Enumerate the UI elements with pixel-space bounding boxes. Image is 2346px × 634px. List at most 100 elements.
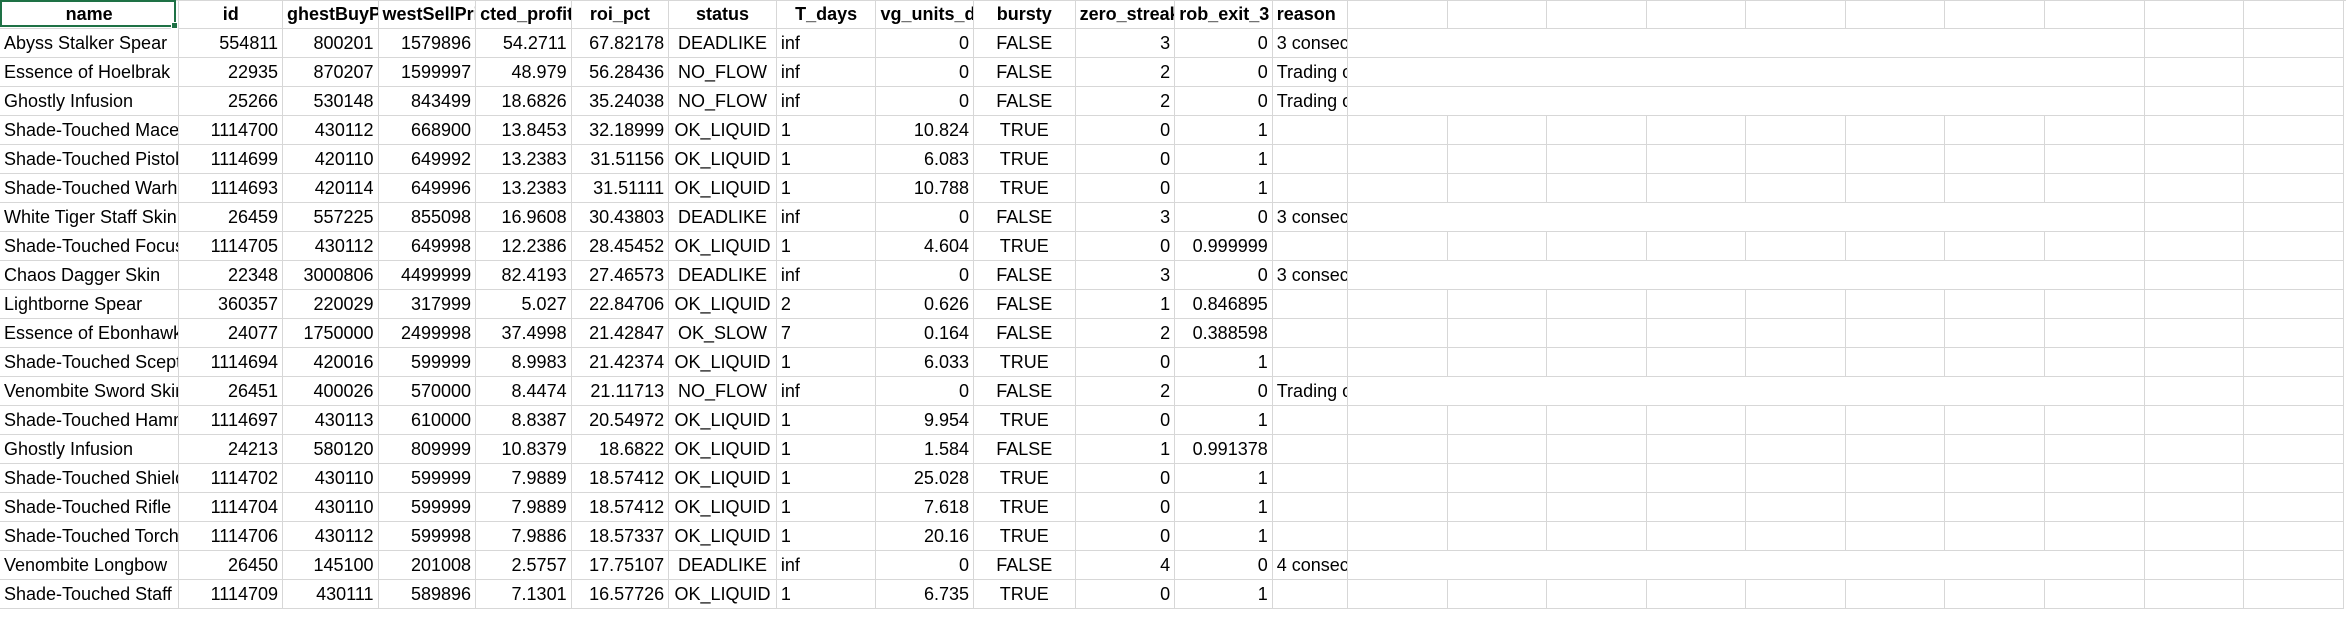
cell-prob-exit-3d[interactable]: 0: [1174, 202, 1273, 232]
empty-cell[interactable]: [2243, 579, 2344, 609]
empty-cell[interactable]: [2144, 434, 2245, 464]
cell-lowestsellprice[interactable]: 1579896: [378, 28, 477, 58]
cell-reason[interactable]: 3 consecutive zero-unit days in last 7: [1272, 28, 1348, 58]
empty-cell[interactable]: [1845, 347, 1946, 377]
cell-name[interactable]: Shade-Touched Focus: [0, 231, 180, 261]
column-header-t-days[interactable]: T_days: [776, 0, 877, 29]
empty-cell[interactable]: [1546, 347, 1647, 377]
empty-cell[interactable]: [1745, 260, 1846, 290]
cell-prob-exit-3d[interactable]: 0: [1174, 376, 1273, 406]
cell-zero-streak[interactable]: 0: [1075, 144, 1176, 174]
empty-cell[interactable]: [2144, 492, 2245, 522]
cell-reason[interactable]: 4 consecutive zero-unit days in last 7: [1272, 550, 1348, 580]
cell-bursty[interactable]: TRUE: [973, 173, 1076, 203]
empty-cell[interactable]: [1447, 376, 1547, 406]
cell-bursty[interactable]: FALSE: [973, 28, 1076, 58]
cell-status[interactable]: OK_LIQUID: [668, 347, 777, 377]
cell-prob-exit-3d[interactable]: 1: [1174, 405, 1273, 435]
cell-zero-streak[interactable]: 0: [1075, 231, 1176, 261]
empty-cell[interactable]: [2144, 115, 2245, 145]
empty-cell[interactable]: [1646, 579, 1747, 609]
cell-roi-pct[interactable]: 56.28436: [571, 57, 670, 87]
empty-cell[interactable]: [1944, 347, 2045, 377]
empty-cell[interactable]: [1646, 202, 1746, 232]
cell-roi-pct[interactable]: 22.84706: [571, 289, 670, 319]
empty-column-header[interactable]: [1646, 0, 1747, 29]
empty-cell[interactable]: [1546, 492, 1647, 522]
column-header-reason[interactable]: reason: [1272, 0, 1348, 29]
cell-bursty[interactable]: FALSE: [973, 260, 1076, 290]
empty-cell[interactable]: [2243, 405, 2344, 435]
cell-reason[interactable]: [1272, 405, 1348, 435]
empty-cell[interactable]: [1546, 28, 1647, 58]
empty-column-header[interactable]: [2243, 0, 2344, 29]
cell-name[interactable]: Shade-Touched Mace: [0, 115, 180, 145]
empty-cell[interactable]: [1447, 347, 1548, 377]
empty-cell[interactable]: [1646, 376, 1746, 406]
empty-cell[interactable]: [1447, 492, 1548, 522]
empty-cell[interactable]: [1447, 289, 1548, 319]
cell-status[interactable]: OK_LIQUID: [668, 405, 777, 435]
cell-name[interactable]: Venombite Longbow: [0, 550, 180, 580]
empty-cell[interactable]: [1546, 202, 1647, 232]
empty-cell[interactable]: [2044, 521, 2145, 551]
empty-cell[interactable]: [1447, 86, 1547, 116]
empty-cell[interactable]: [1646, 144, 1747, 174]
empty-cell[interactable]: [1447, 434, 1548, 464]
empty-cell[interactable]: [1546, 376, 1647, 406]
empty-cell[interactable]: [2044, 579, 2145, 609]
empty-cell[interactable]: [1944, 57, 2045, 87]
cell-highestbuyprice[interactable]: 430112: [282, 521, 379, 551]
cell-zero-streak[interactable]: 3: [1075, 260, 1176, 290]
empty-cell[interactable]: [2144, 376, 2245, 406]
empty-cell[interactable]: [1745, 521, 1846, 551]
cell-reason[interactable]: [1272, 492, 1348, 522]
cell-expected-profit[interactable]: 5.027: [475, 289, 572, 319]
empty-cell[interactable]: [2044, 434, 2145, 464]
cell-t-days[interactable]: 1: [776, 492, 877, 522]
cell-highestbuyprice[interactable]: 870207: [282, 57, 379, 87]
column-header-highestbuyprice[interactable]: ghestBuyPri: [282, 0, 379, 29]
cell-bursty[interactable]: TRUE: [973, 115, 1076, 145]
cell-roi-pct[interactable]: 21.42847: [571, 318, 670, 348]
cell-reason[interactable]: [1272, 289, 1348, 319]
cell-reason[interactable]: [1272, 115, 1348, 145]
empty-cell[interactable]: [2044, 463, 2145, 493]
empty-cell[interactable]: [1646, 434, 1747, 464]
cell-name[interactable]: Shade-Touched Shield: [0, 463, 180, 493]
cell-lowestsellprice[interactable]: 201008: [378, 550, 477, 580]
cell-bursty[interactable]: TRUE: [973, 463, 1076, 493]
cell-highestbuyprice[interactable]: 580120: [282, 434, 379, 464]
cell-prob-exit-3d[interactable]: 0.999999: [1174, 231, 1273, 261]
cell-roi-pct[interactable]: 32.18999: [571, 115, 670, 145]
empty-cell[interactable]: [1944, 173, 2045, 203]
cell-zero-streak[interactable]: 0: [1075, 521, 1176, 551]
cell-reason[interactable]: 3 consecutive zero-unit days in last 7: [1272, 260, 1348, 290]
cell-t-days[interactable]: 1: [776, 463, 877, 493]
empty-cell[interactable]: [1546, 521, 1647, 551]
cell-id[interactable]: 1114702: [178, 463, 284, 493]
cell-name[interactable]: Shade-Touched Scepter: [0, 347, 180, 377]
empty-cell[interactable]: [1944, 492, 2045, 522]
empty-cell[interactable]: [1447, 405, 1548, 435]
cell-lowestsellprice[interactable]: 809999: [378, 434, 477, 464]
empty-cell[interactable]: [1447, 57, 1547, 87]
empty-cell[interactable]: [1745, 57, 1846, 87]
cell-lowestsellprice[interactable]: 4499999: [378, 260, 477, 290]
empty-cell[interactable]: [1745, 144, 1846, 174]
cell-expected-profit[interactable]: 7.9889: [475, 492, 572, 522]
cell-roi-pct[interactable]: 67.82178: [571, 28, 670, 58]
empty-cell[interactable]: [2044, 202, 2145, 232]
cell-t-days[interactable]: 2: [776, 289, 877, 319]
cell-expected-profit[interactable]: 7.9889: [475, 463, 572, 493]
empty-cell[interactable]: [2144, 579, 2245, 609]
cell-id[interactable]: 1114704: [178, 492, 284, 522]
cell-id[interactable]: 22348: [178, 260, 284, 290]
cell-t-days[interactable]: inf: [776, 28, 877, 58]
cell-avg-units-day[interactable]: 9.954: [875, 405, 974, 435]
cell-reason[interactable]: Trading observed, but effective daily se…: [1272, 376, 1348, 406]
cell-name[interactable]: Shade-Touched Warhorn: [0, 173, 180, 203]
cell-name[interactable]: Shade-Touched Hammer: [0, 405, 180, 435]
column-header-name[interactable]: name: [0, 0, 180, 29]
empty-cell[interactable]: [1347, 57, 1448, 87]
